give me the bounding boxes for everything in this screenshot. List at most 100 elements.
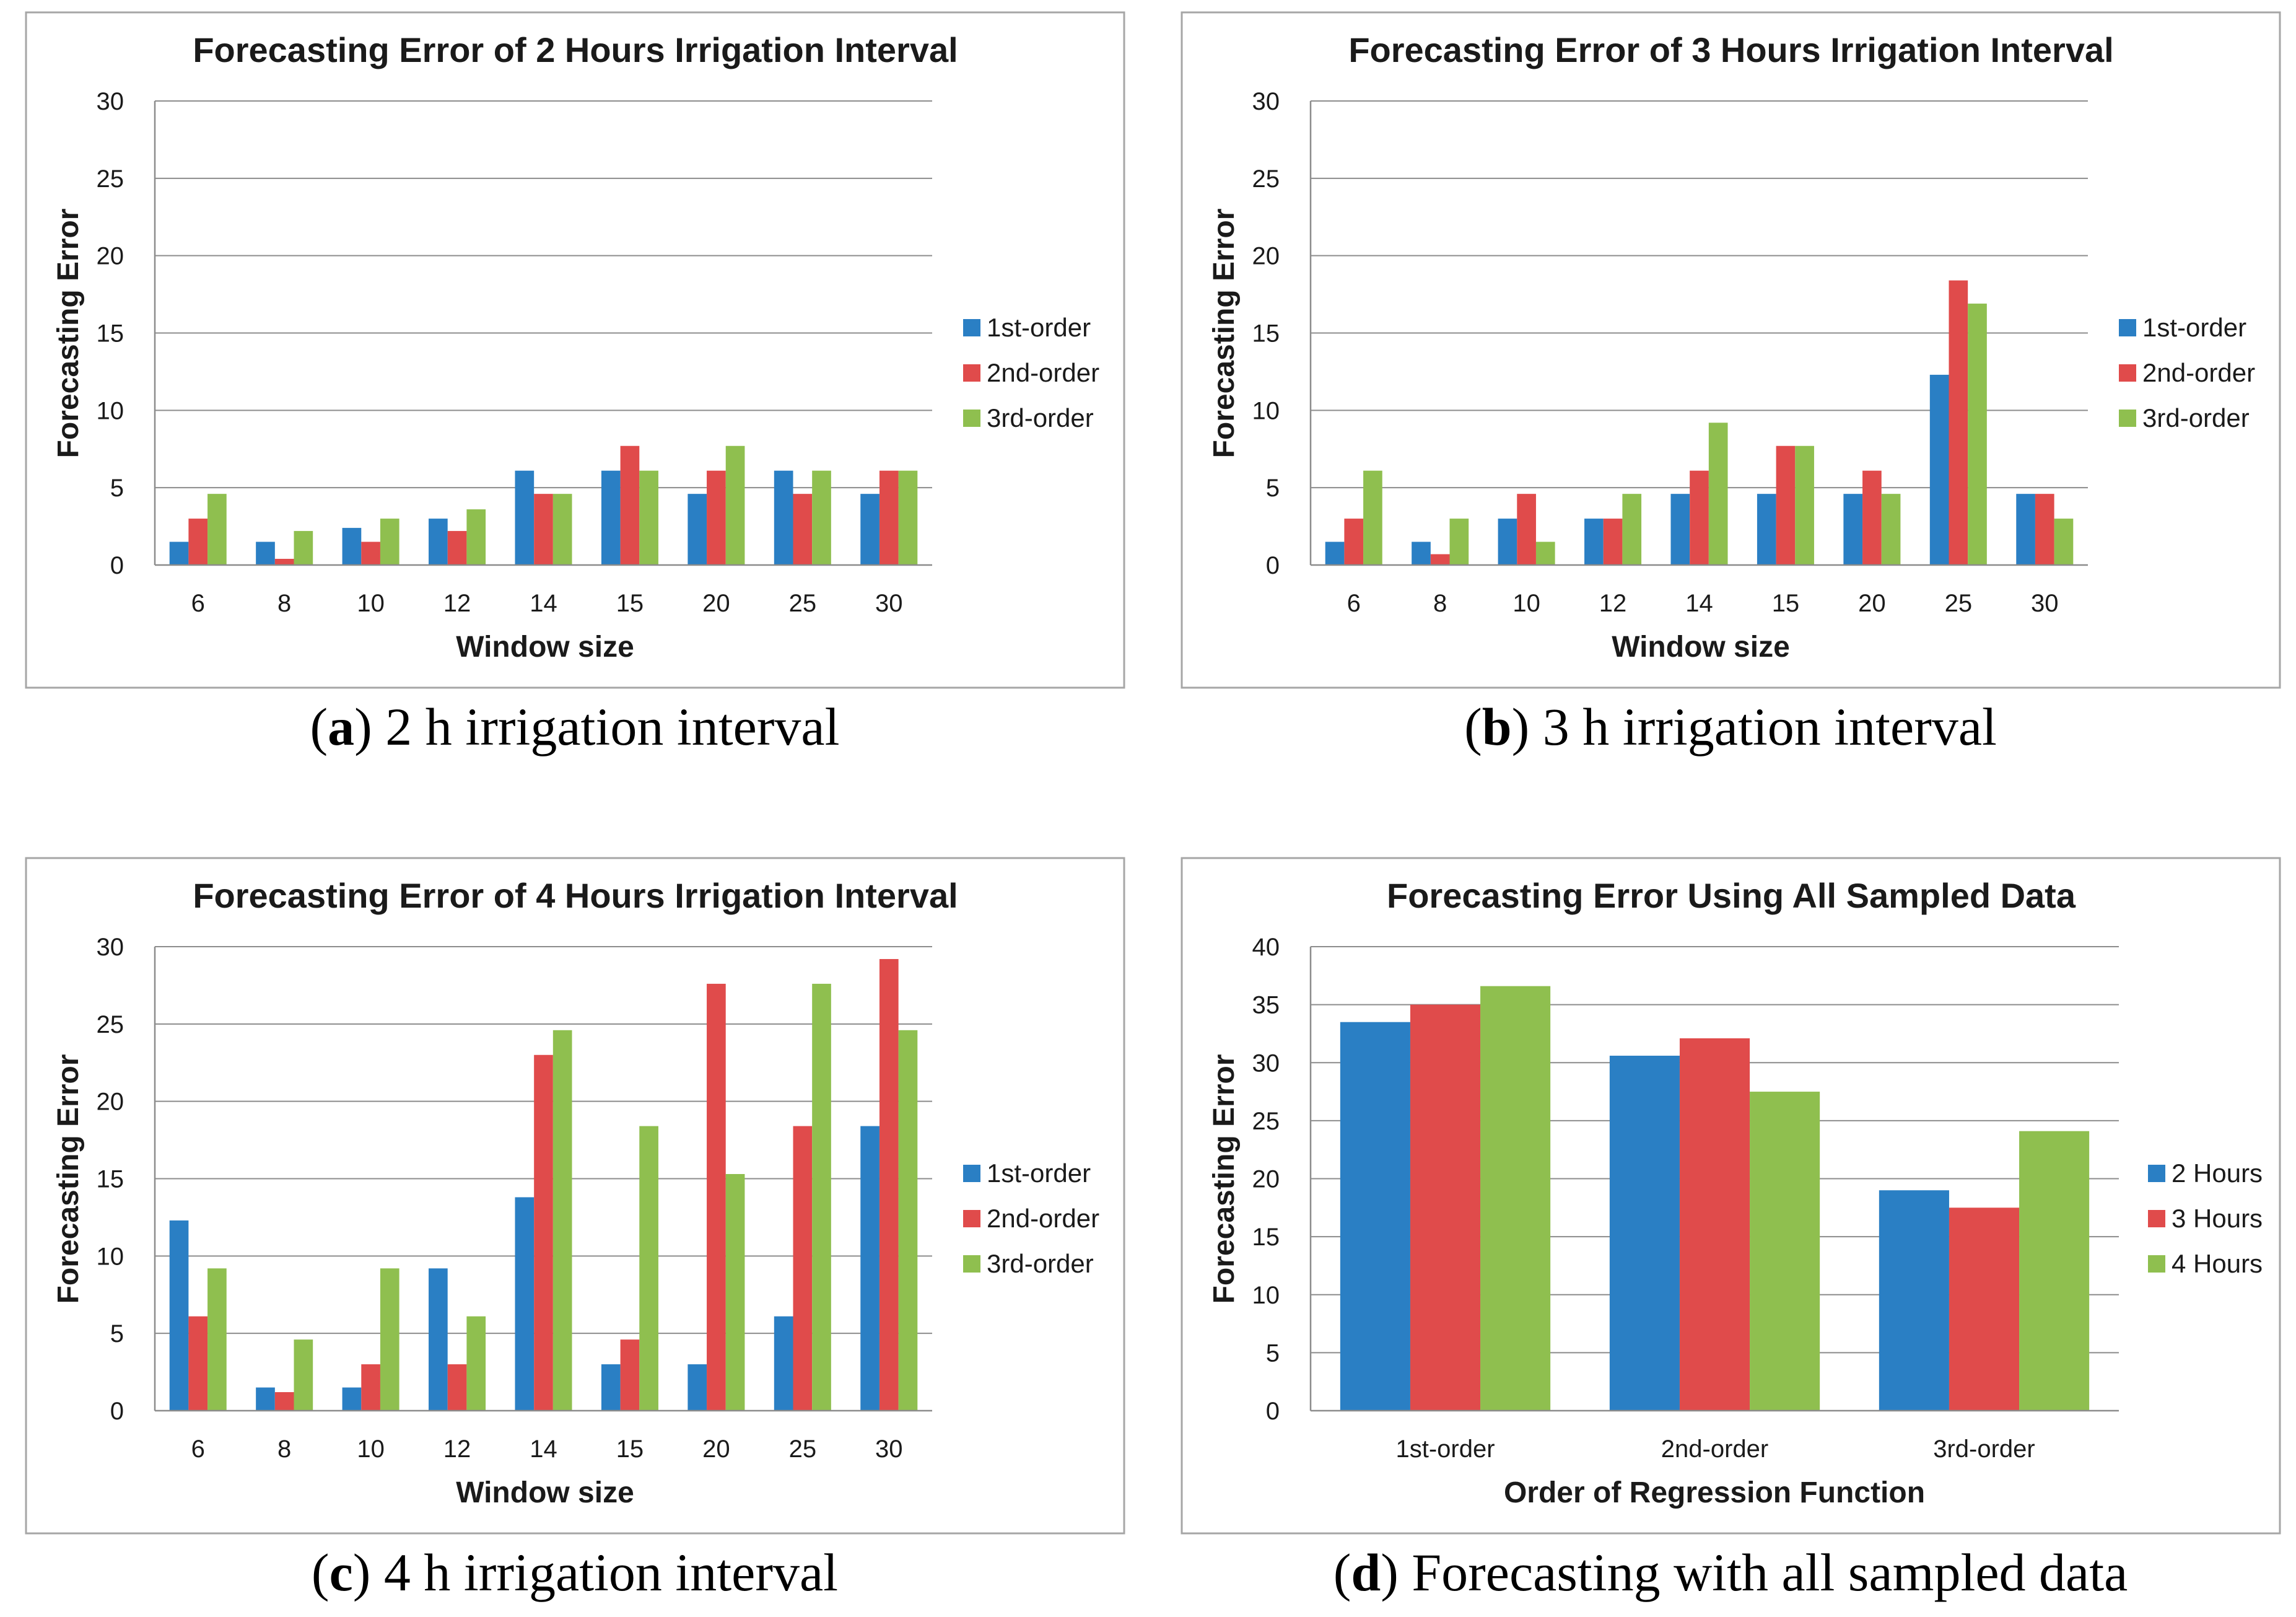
y-tick-label: 0 [1266,1398,1280,1425]
bar-2-hours-2nd-order [1609,1056,1680,1411]
bar-3rd-order-12 [466,1316,486,1411]
bar-1st-order-8 [256,541,275,565]
x-tick-label: 2nd-order [1661,1435,1768,1463]
bar-2nd-order-8 [1430,554,1450,565]
legend-swatch [963,1255,980,1273]
caption-letter: b [1482,697,1512,756]
bar-3rd-order-12 [466,509,486,565]
x-tick-label: 30 [875,590,903,617]
x-tick-label: 15 [616,1435,644,1463]
x-tick-label: 6 [1347,590,1361,617]
bar-2nd-order-25 [793,1126,813,1411]
y-tick-label: 20 [1252,243,1280,270]
bar-3-hours-1st-order [1410,1004,1481,1411]
panel-a: Forecasting Error of 2 Hours Irrigation … [25,11,1125,756]
bar-1st-order-30 [2016,494,2035,565]
x-tick-label: 25 [789,590,817,617]
bar-2nd-order-30 [879,470,899,565]
x-tick-label: 6 [191,1435,205,1463]
bar-1st-order-15 [601,470,621,565]
bar-2nd-order-6 [188,1316,208,1411]
bar-3rd-order-14 [552,494,572,565]
bar-2nd-order-20 [1862,470,1882,565]
bar-1st-order-14 [1670,494,1690,565]
panel-c-frame [25,857,1125,1535]
bar-1st-order-14 [515,470,535,565]
x-tick-label: 25 [789,1435,817,1463]
bar-1st-order-10 [342,528,362,565]
bar-2nd-order-15 [620,1339,640,1411]
bar-2nd-order-12 [447,1364,467,1411]
x-tick-label: 30 [875,1435,903,1463]
bar-1st-order-15 [1757,494,1776,565]
x-tick-label: 14 [530,590,557,617]
legend-label: 1st-order [987,1159,1091,1188]
y-tick-label: 25 [1252,1108,1280,1135]
x-axis-label: Order of Regression Function [1504,1476,1925,1509]
x-tick-label: 15 [1772,590,1800,617]
plot-area-c: 0 5 10 15 20 25 30 6 8 10 12 14 15 20 25 30 [97,934,932,1463]
bar-2nd-order-20 [707,470,726,565]
legend-label: 1st-order [2142,313,2246,342]
bar-2nd-order-8 [274,1392,294,1411]
bar-2nd-order-6 [1344,519,1364,565]
bar-3rd-order-12 [1622,494,1642,565]
y-tick-label: 30 [97,934,124,961]
bar-1st-order-15 [601,1364,621,1411]
legend-label: 4 Hours [2172,1249,2263,1278]
y-axis-label: Forecasting Error [1208,1054,1241,1304]
bar-3rd-order-10 [380,1268,399,1411]
bar-2nd-order-8 [274,559,294,565]
legend-swatch [2119,364,2136,382]
x-tick-label: 14 [530,1435,557,1463]
y-tick-label: 40 [1252,934,1280,961]
bar-1st-order-25 [774,1316,793,1411]
y-tick-label: 15 [97,320,124,348]
bar-1st-order-12 [1584,519,1604,565]
y-tick-label: 35 [1252,992,1280,1019]
bar-1st-order-10 [1498,519,1517,565]
chart-title: Forecasting Error of 3 Hours Irrigation … [1348,30,2113,69]
bar-3rd-order-8 [294,1339,313,1411]
bar-2nd-order-30 [879,958,899,1411]
bar-2nd-order-14 [534,494,553,565]
x-tick-label: 25 [1945,590,1973,617]
y-tick-label: 5 [1266,1339,1280,1367]
bar-3rd-order-30 [2054,519,2074,565]
bar-3-hours-2nd-order [1679,1038,1750,1411]
caption-text: ) 2 h irrigation interval [354,697,839,756]
y-tick-label: 30 [1252,1050,1280,1077]
bar-3rd-order-6 [207,1268,227,1411]
bar-3rd-order-14 [1708,423,1728,565]
bar-3rd-order-25 [812,470,831,565]
y-tick-label: 0 [110,1398,124,1425]
bar-3rd-order-20 [725,1174,745,1411]
x-tick-label: 8 [277,1435,291,1463]
panel-d: Forecasting Error Using All Sampled Data… [1181,857,2281,1602]
x-axis-label: Window size [1612,631,1790,664]
x-tick-label: 20 [1858,590,1886,617]
bar-2nd-order-10 [361,1364,380,1411]
bar-2nd-order-12 [1603,519,1623,565]
caption-d: (d) Forecasting with all sampled data [1334,1543,2128,1602]
y-tick-label: 15 [1252,320,1280,348]
y-tick-label: 0 [1266,552,1280,579]
bar-2nd-order-12 [447,531,467,565]
legend-swatch [2148,1165,2165,1182]
bar-3rd-order-6 [1363,470,1382,565]
bar-3rd-order-10 [380,519,399,565]
y-tick-label: 30 [1252,88,1280,115]
bar-2nd-order-14 [1690,470,1709,565]
x-tick-label: 20 [702,1435,730,1463]
bar-3rd-order-30 [898,470,918,565]
bar-3rd-order-25 [812,983,831,1411]
plot-area-d: 0 5 10 15 20 25 30 35 40 1st-order 2nd-order 3rd-or… [1252,934,2119,1463]
plot-area-b: 0 5 10 15 20 25 30 6 8 10 12 14 15 20 25 30 [1252,88,2088,617]
caption-text: ) 3 h irrigation interval [1512,697,1997,756]
y-tick-label: 25 [97,1011,124,1038]
panel-b: Forecasting Error of 3 Hours Irrigation … [1181,11,2281,756]
bar-1st-order-10 [342,1387,362,1411]
bar-2nd-order-15 [1776,445,1796,565]
bar-4-hours-2nd-order [1750,1092,1820,1411]
